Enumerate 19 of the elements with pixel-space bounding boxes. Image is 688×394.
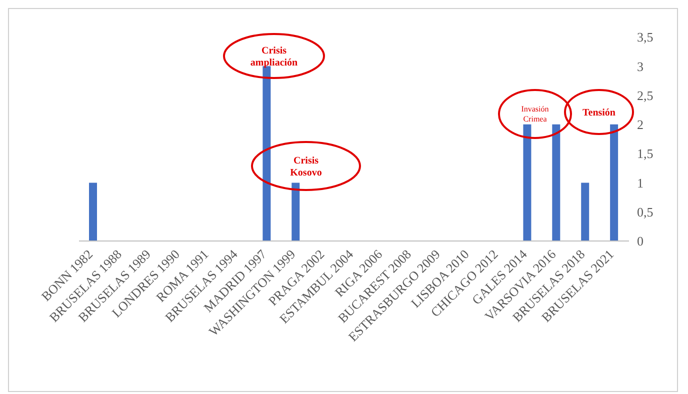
annotation: Invasión Crimea [521, 104, 549, 124]
annotation: Crisis ampliación [250, 45, 298, 68]
bar [262, 66, 271, 241]
bar [610, 124, 618, 241]
bar [552, 124, 560, 241]
y-tick-label: 2 [637, 117, 644, 132]
y-tick-label: 3 [637, 58, 644, 74]
bar [523, 124, 532, 241]
bar [581, 182, 590, 241]
y-tick-label: 1 [637, 175, 644, 190]
y-tick-label: 2,5 [637, 88, 654, 103]
y-tick-label: 0,5 [637, 204, 654, 220]
y-tick-label: 0 [637, 234, 644, 249]
bar [89, 182, 97, 241]
annotation: Crisis Kosovo [290, 155, 322, 178]
y-tick-label: 1,5 [637, 146, 654, 162]
annotation: Tensión [582, 107, 616, 118]
y-tick-label: 3,5 [637, 30, 654, 45]
bar [292, 182, 300, 241]
